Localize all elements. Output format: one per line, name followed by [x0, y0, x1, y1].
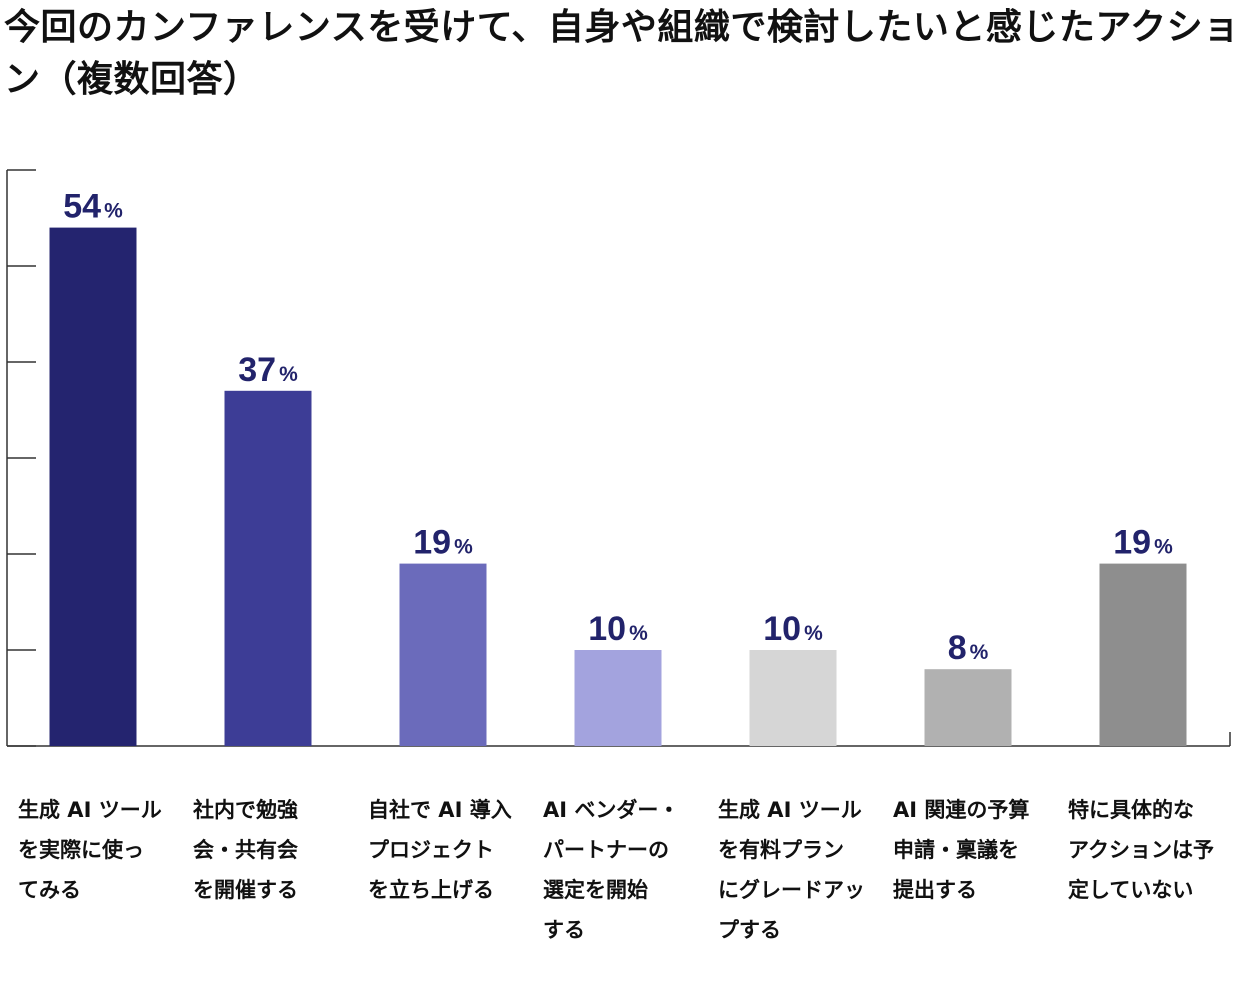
category-label: AI ベンダー・パートナーの選定を開始する — [543, 798, 679, 942]
chart-title: 今回のカンファレンスを受けて、自身や組織で検討したいと感じたアクション（複数回答… — [4, 7, 1240, 100]
bar-value-label: 19% — [413, 524, 473, 562]
bar-value-label: 10% — [763, 610, 823, 648]
bar — [924, 669, 1012, 746]
category-label: 生成 AI ツールを有料プランにグレードアップする — [718, 798, 865, 942]
category-label: AI 関連の予算申請・稟議を提出する — [893, 798, 1029, 902]
bar — [749, 650, 837, 746]
category-label: 社内で勉強会・共有会を開催する — [192, 798, 298, 902]
bar — [399, 563, 487, 746]
category-label: 自社で AI 導入プロジェクトを立ち上げる — [368, 798, 512, 902]
category-label: 生成 AI ツールを実際に使ってみる — [18, 798, 162, 902]
bar-value-label: 54% — [63, 188, 123, 226]
bar-value-label: 37% — [238, 351, 298, 389]
bars — [49, 227, 1187, 747]
bar-value-label: 8% — [948, 629, 989, 667]
bar — [574, 650, 662, 746]
bar-value-label: 19% — [1113, 524, 1173, 562]
value-labels: 54 % 37 % 19 % 10% 10% 8 % 19% — [63, 188, 1173, 668]
bar — [224, 390, 312, 746]
bar — [1099, 563, 1187, 746]
category-label: 特に具体的なアクションは予定していない — [1068, 798, 1214, 902]
bar — [49, 227, 137, 747]
bar-value-label: 10% — [588, 610, 648, 648]
